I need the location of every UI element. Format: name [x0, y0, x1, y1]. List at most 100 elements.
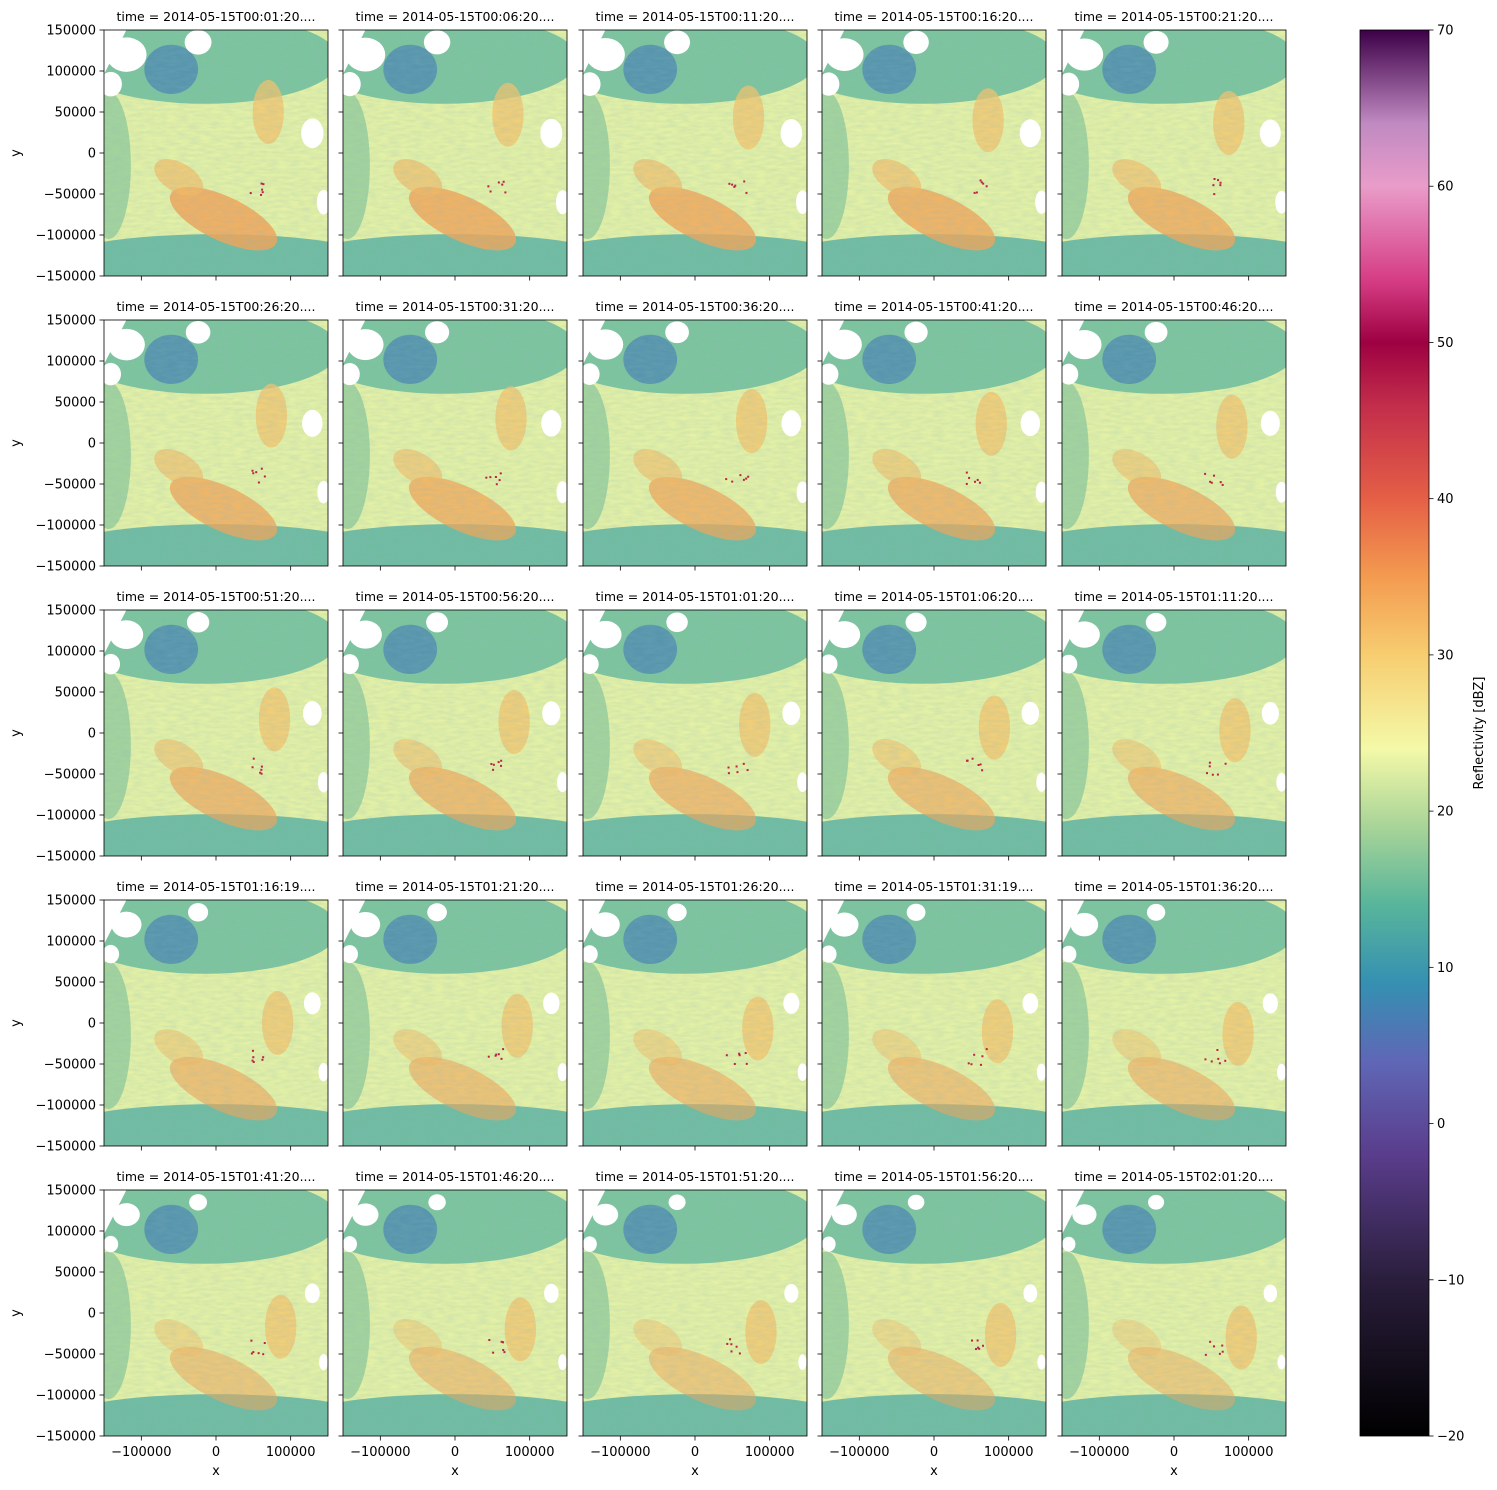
no-echo-gap [1021, 701, 1040, 725]
panel-title: time = 2014-05-15T01:46:20.... [356, 1169, 555, 1184]
high-reflectivity-pixel [487, 185, 490, 188]
panel-title: time = 2014-05-15T00:51:20.... [117, 589, 316, 604]
high-reflectivity-pixel [252, 757, 255, 760]
no-echo-gap [350, 911, 381, 938]
x-tick-label: 0 [930, 1445, 938, 1460]
y-tick-label: 0 [88, 727, 96, 742]
panel-3: time = 2014-05-15T00:11:20.... [578, 9, 808, 281]
high-reflectivity-pixel [975, 191, 978, 194]
high-reflectivity-pixel [252, 1351, 255, 1354]
panel-7: time = 2014-05-15T00:31:20.... [338, 299, 568, 571]
high-reflectivity-pixel [726, 1342, 729, 1345]
no-echo-gap [1036, 1063, 1046, 1081]
high-reflectivity-pixel [976, 1339, 979, 1342]
high-reflectivity-pixel [982, 182, 985, 185]
high-reflectivity-pixel [735, 765, 738, 768]
no-echo-gap [426, 612, 449, 633]
high-reflectivity-pixel [738, 1052, 741, 1055]
field-texture [1062, 1190, 1286, 1436]
x-tick-label: −100000 [350, 1445, 411, 1460]
no-echo-gap [557, 772, 567, 793]
no-echo-gap [343, 1236, 357, 1253]
no-echo-gap [830, 912, 859, 937]
no-echo-gap [104, 362, 121, 386]
no-echo-gap [112, 1203, 140, 1227]
panel-title: time = 2014-05-15T01:06:20.... [835, 589, 1034, 604]
high-reflectivity-pixel [1210, 1060, 1213, 1063]
y-tick-label: −50000 [44, 1348, 96, 1363]
no-echo-gap [1035, 190, 1046, 214]
no-echo-gap [543, 992, 560, 1015]
no-echo-corner [104, 900, 127, 945]
y-tick-label: 100000 [46, 935, 96, 950]
no-echo-gap [428, 1194, 446, 1211]
high-reflectivity-pixel [502, 1048, 505, 1051]
high-reflectivity-pixel [492, 763, 495, 766]
reflectivity-field [104, 610, 328, 856]
high-reflectivity-pixel [971, 757, 974, 760]
y-tick-label: −150000 [35, 850, 96, 865]
high-reflectivity-pixel [1221, 1350, 1224, 1353]
no-echo-gap [1062, 72, 1080, 96]
high-reflectivity-pixel [727, 766, 730, 769]
high-reflectivity-pixel [973, 1053, 976, 1056]
x-axis-label: x [691, 1464, 699, 1479]
no-echo-gap [1148, 1194, 1165, 1210]
no-echo-gap [318, 1062, 328, 1082]
high-reflectivity-pixel [502, 1349, 505, 1352]
field-texture [104, 900, 328, 1146]
y-tick-label: 50000 [55, 1266, 96, 1281]
high-reflectivity-pixel [252, 472, 255, 475]
high-reflectivity-pixel [1213, 193, 1216, 196]
high-reflectivity-pixel [492, 768, 495, 771]
reflectivity-field [343, 1190, 567, 1436]
field-texture [583, 900, 807, 1146]
high-reflectivity-pixel [736, 771, 739, 774]
y-tick-label: −50000 [44, 1058, 96, 1073]
no-echo-corner [343, 900, 366, 945]
reflectivity-field [822, 900, 1046, 1146]
reflectivity-field [583, 900, 807, 1146]
no-echo-gap [583, 1236, 597, 1252]
high-reflectivity-pixel [497, 181, 500, 184]
x-tick-label: 100000 [745, 1445, 795, 1460]
panel-24: time = 2014-05-15T01:56:20.... −100000 0 10… [817, 1169, 1047, 1479]
no-echo-gap [665, 321, 689, 344]
reflectivity-field [583, 30, 807, 276]
x-tick-label: 0 [691, 1445, 699, 1460]
y-tick-label: 100000 [46, 355, 96, 370]
panel-15: time = 2014-05-15T01:11:20.... [1057, 589, 1287, 861]
no-echo-corner [822, 1190, 845, 1235]
high-reflectivity-pixel [747, 475, 750, 478]
y-tick-label: 50000 [55, 976, 96, 991]
reflectivity-field [343, 900, 567, 1146]
colorbar-tick-label: −20 [1437, 1430, 1464, 1445]
high-reflectivity-pixel [1216, 1049, 1219, 1052]
no-echo-corner [104, 610, 127, 655]
field-texture [822, 1190, 1046, 1436]
no-echo-gap [1023, 1284, 1038, 1303]
no-echo-gap [542, 701, 561, 726]
no-echo-gap [1263, 1284, 1278, 1303]
x-tick-label: −100000 [590, 1445, 651, 1460]
no-echo-corner [1062, 30, 1085, 75]
high-reflectivity-pixel [745, 191, 748, 194]
no-echo-corner [1062, 610, 1085, 655]
high-reflectivity-pixel [728, 182, 731, 185]
reflectivity-field [1062, 900, 1286, 1146]
high-reflectivity-pixel [985, 185, 988, 188]
y-axis-label: y [9, 1019, 24, 1027]
high-reflectivity-pixel [1204, 472, 1207, 475]
high-reflectivity-pixel [503, 1351, 506, 1354]
y-axis-label: y [9, 149, 24, 157]
high-reflectivity-pixel [492, 1351, 495, 1354]
high-reflectivity-pixel [260, 467, 263, 470]
no-echo-gap [111, 911, 142, 938]
high-reflectivity-pixel [985, 1048, 988, 1051]
no-echo-gap [906, 903, 926, 921]
panel-title: time = 2014-05-15T00:26:20.... [117, 299, 316, 314]
high-reflectivity-pixel [487, 1055, 490, 1058]
high-reflectivity-pixel [1212, 1345, 1215, 1348]
high-reflectivity-pixel [262, 1056, 265, 1059]
no-echo-gap [798, 1354, 807, 1370]
